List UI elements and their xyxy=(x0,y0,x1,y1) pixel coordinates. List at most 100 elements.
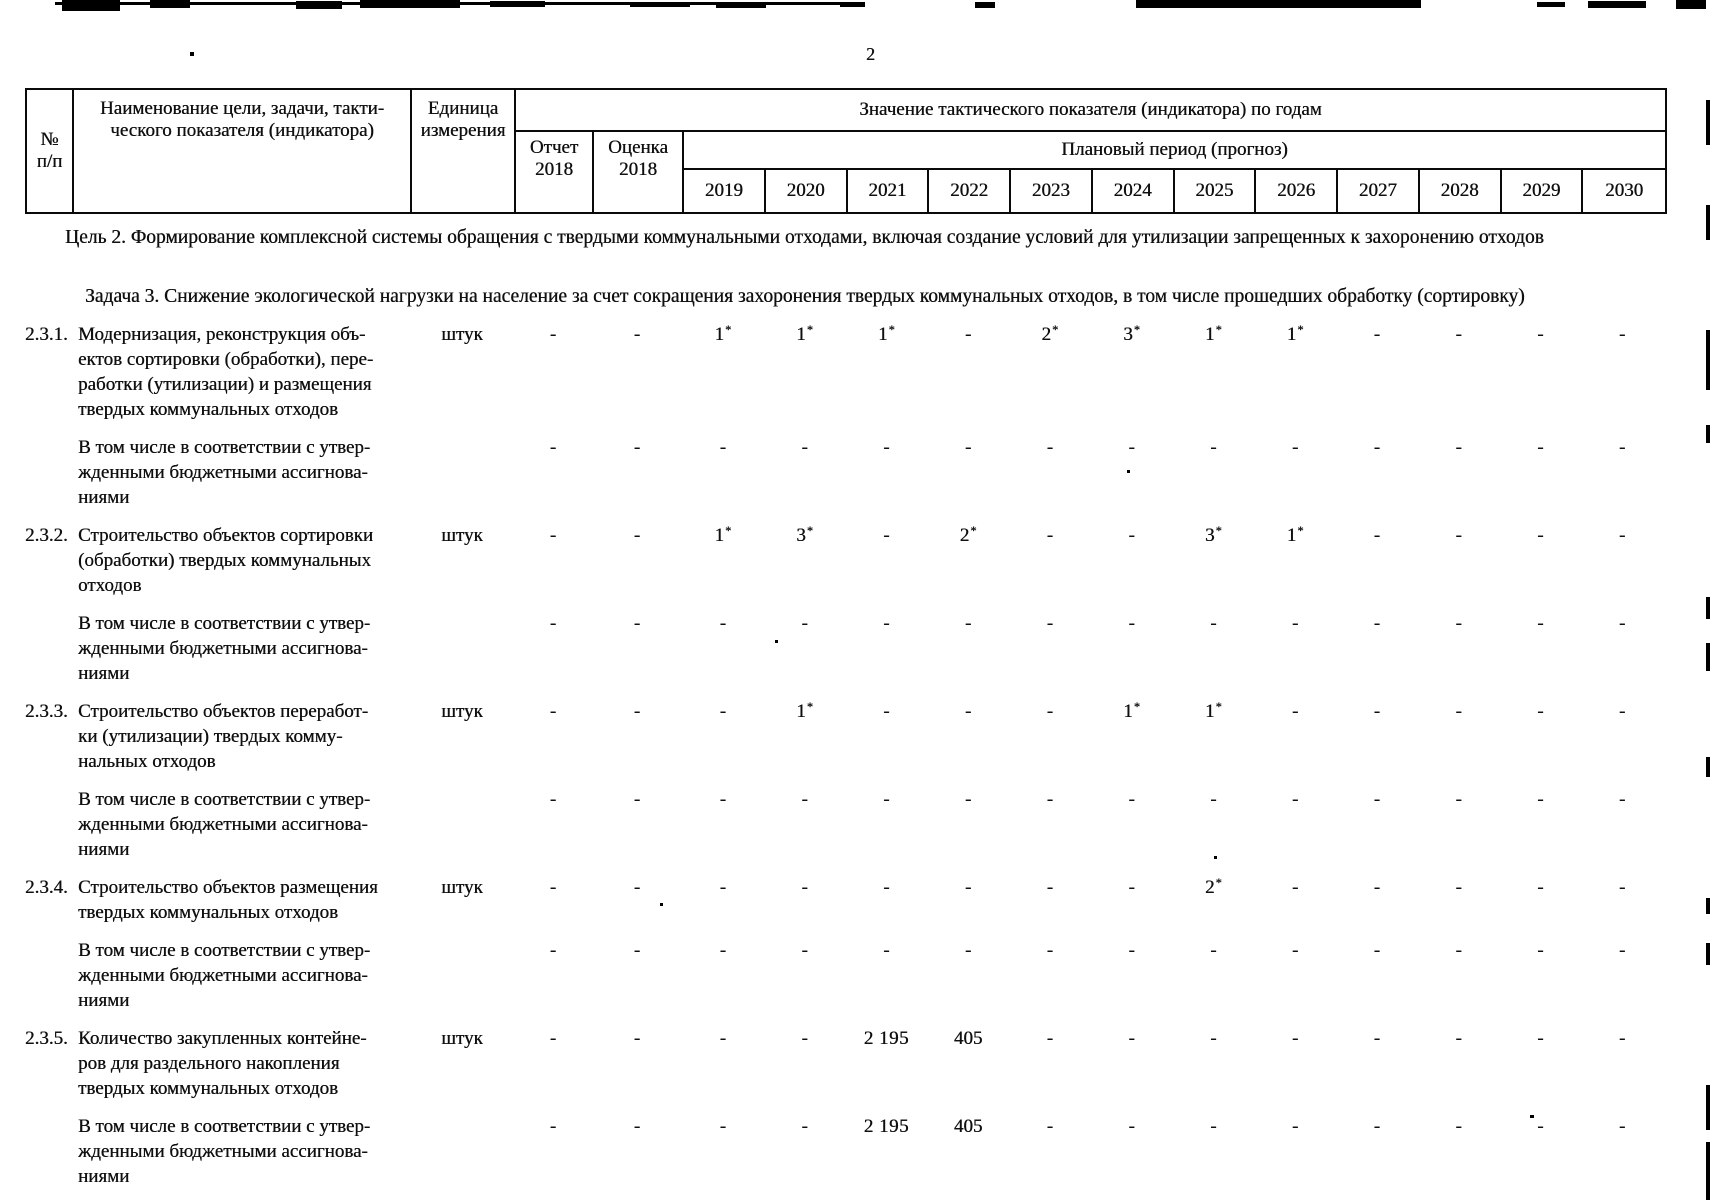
row-value: - xyxy=(549,613,557,634)
row-value: - xyxy=(1537,701,1544,722)
row-value: - xyxy=(883,701,890,722)
row-value: - xyxy=(883,437,890,458)
header-year-2028: 2028 xyxy=(1420,170,1502,212)
row-value: - xyxy=(1373,789,1381,810)
row-value: - xyxy=(1210,789,1217,810)
row-value: 2 195 xyxy=(863,1116,909,1137)
row-value: - xyxy=(1455,877,1462,898)
row-value: 405 xyxy=(953,1028,983,1049)
row-value: - xyxy=(719,613,727,634)
row-number: 2.3.3. xyxy=(25,701,68,722)
row-value: - xyxy=(1291,1028,1299,1049)
row-value: - xyxy=(883,789,890,810)
row-value: - xyxy=(549,1116,557,1137)
row-value: - xyxy=(801,1116,808,1137)
table-rows: 2.3.1. Модернизация, реконструкция объ- е… xyxy=(25,322,1663,1202)
row-unit xyxy=(410,787,514,862)
row-value: - xyxy=(1618,1116,1626,1137)
row-value: - xyxy=(1291,940,1299,961)
row-value: - xyxy=(1128,613,1135,634)
row-value: - xyxy=(1291,701,1299,722)
row-value: 1* xyxy=(1205,323,1222,345)
header-values-title: Значение тактического показателя (индика… xyxy=(516,90,1665,132)
row-value: 1* xyxy=(1205,700,1222,722)
header-year-2020: 2020 xyxy=(766,170,848,212)
row-value: 3* xyxy=(1205,524,1222,546)
row-value: - xyxy=(883,525,890,546)
row-value: - xyxy=(1373,1116,1381,1137)
row-value: - xyxy=(633,1028,641,1049)
row-value: - xyxy=(1455,437,1462,458)
row-number xyxy=(25,611,72,686)
row-name: В том числе в соответствии с утвер- жден… xyxy=(78,940,371,1011)
header-year-2027: 2027 xyxy=(1338,170,1420,212)
row-value: - xyxy=(1291,789,1299,810)
indicator-subrow: В том числе в соответствии с утвер- жден… xyxy=(25,435,1663,510)
indicator-subrow: В том числе в соответствии с утвер- жден… xyxy=(25,611,1663,686)
row-value: - xyxy=(1210,1028,1217,1049)
row-value: - xyxy=(1618,613,1626,634)
row-value: - xyxy=(1537,324,1544,345)
row-value: - xyxy=(1046,437,1054,458)
row-value: - xyxy=(1046,877,1054,898)
row-name: Модернизация, реконструкция объ- ектов с… xyxy=(78,324,374,420)
row-value: - xyxy=(1373,701,1381,722)
row-value: - xyxy=(1128,1028,1135,1049)
row-value: - xyxy=(1210,940,1217,961)
row-value: - xyxy=(549,877,557,898)
row-value: - xyxy=(1455,1028,1462,1049)
row-value: 1* xyxy=(714,524,732,546)
row-value: - xyxy=(549,789,557,810)
row-value: 1* xyxy=(1286,323,1304,345)
row-value: - xyxy=(964,877,972,898)
row-value: - xyxy=(633,701,641,722)
row-value: - xyxy=(1373,437,1381,458)
row-value: - xyxy=(1455,613,1462,634)
row-value: - xyxy=(1046,701,1054,722)
row-value: - xyxy=(1455,940,1462,961)
row-value: - xyxy=(1455,1116,1462,1137)
row-value: - xyxy=(801,613,808,634)
row-number xyxy=(25,1114,72,1189)
row-number: 2.3.5. xyxy=(25,1028,68,1049)
row-value: - xyxy=(633,877,641,898)
row-value: - xyxy=(1291,1116,1299,1137)
indicator-subrow: В том числе в соответствии с утвер- жден… xyxy=(25,787,1663,862)
row-value: 1* xyxy=(796,700,813,722)
row-value: - xyxy=(1291,437,1299,458)
row-value: - xyxy=(1128,940,1135,961)
row-value: - xyxy=(549,525,557,546)
row-value: - xyxy=(1373,1028,1381,1049)
row-value: 405 xyxy=(953,1116,983,1137)
row-value: - xyxy=(964,324,972,345)
row-number: 2.3.2. xyxy=(25,525,68,546)
row-value: - xyxy=(1128,789,1135,810)
row-value: - xyxy=(1128,1116,1135,1137)
row-value: - xyxy=(883,940,890,961)
row-value: - xyxy=(801,877,808,898)
row-value: - xyxy=(1373,525,1381,546)
row-value: 2* xyxy=(1041,323,1059,345)
row-value: - xyxy=(549,701,557,722)
row-value: - xyxy=(1618,877,1626,898)
row-value: - xyxy=(1537,437,1544,458)
row-value: - xyxy=(1455,525,1462,546)
row-value: - xyxy=(1046,1028,1054,1049)
row-value: - xyxy=(964,789,972,810)
row-value: - xyxy=(719,877,727,898)
row-value: 2 195 xyxy=(863,1028,909,1049)
row-value: - xyxy=(1618,437,1626,458)
row-value: - xyxy=(633,525,641,546)
row-value: - xyxy=(1046,613,1054,634)
row-value: - xyxy=(1618,324,1626,345)
row-value: - xyxy=(719,1028,727,1049)
header-col-report-2018: Отчет 2018 xyxy=(516,132,594,212)
row-value: - xyxy=(719,437,727,458)
header-year-2025: 2025 xyxy=(1175,170,1257,212)
row-value: - xyxy=(1128,437,1135,458)
row-value: - xyxy=(1046,1116,1054,1137)
row-name: Строительство объектов сортировки (обраб… xyxy=(78,525,374,596)
row-value: - xyxy=(1537,525,1544,546)
row-value: - xyxy=(801,1028,808,1049)
